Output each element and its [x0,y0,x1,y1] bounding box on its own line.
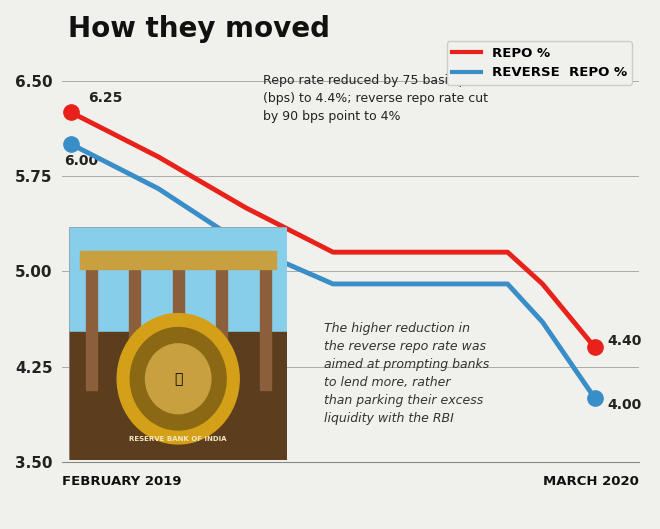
Circle shape [130,327,226,430]
Bar [129,262,140,390]
Bar [69,227,287,332]
Text: 4.00: 4.00 [607,398,642,412]
Text: FEBRUARY 2019: FEBRUARY 2019 [62,475,182,488]
Text: How they moved: How they moved [68,15,330,43]
Text: 6.25: 6.25 [88,91,123,105]
Bar [86,262,96,390]
Text: 6.00: 6.00 [64,154,98,168]
Bar [81,251,277,269]
Bar [173,262,183,390]
Legend: REPO %, REVERSE  REPO %: REPO %, REVERSE REPO % [447,41,632,85]
Text: 4.40: 4.40 [607,334,642,348]
Bar [260,262,271,390]
Bar [216,262,227,390]
Text: RESERVE BANK OF INDIA: RESERVE BANK OF INDIA [129,435,227,442]
Text: MARCH 2020: MARCH 2020 [543,475,638,488]
Text: The higher reduction in
the reverse repo rate was
aimed at prompting banks
to le: The higher reduction in the reverse repo… [324,322,490,425]
Bar [69,332,287,460]
Circle shape [145,344,211,414]
Text: Repo rate reduced by 75 basis points
(bps) to 4.4%; reverse repo rate cut
by 90 : Repo rate reduced by 75 basis points (bp… [263,74,497,123]
Circle shape [117,314,239,444]
Text: 🦁: 🦁 [174,372,182,386]
